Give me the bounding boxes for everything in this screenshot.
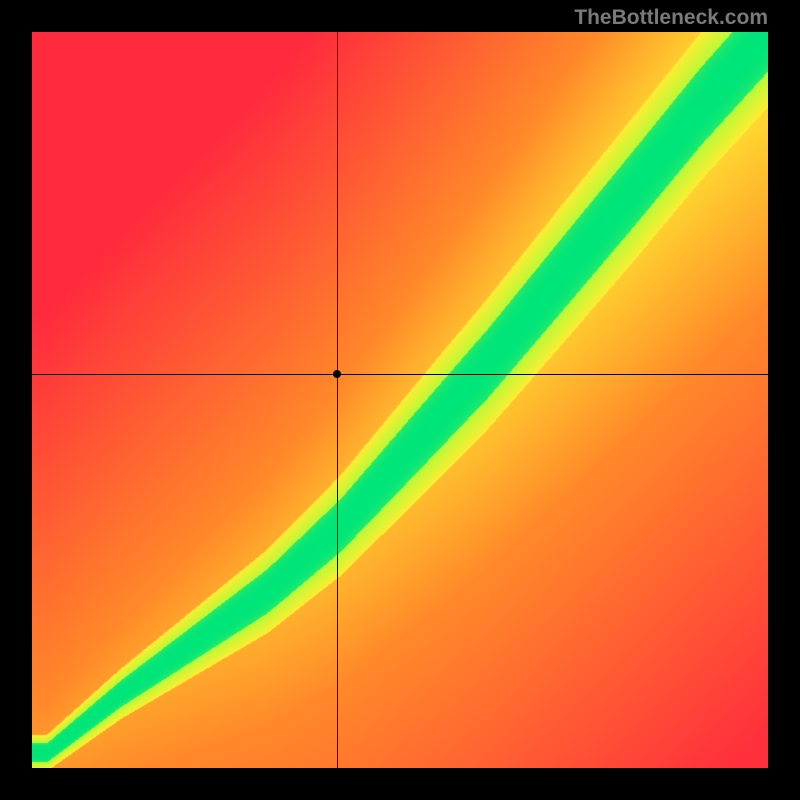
heatmap-canvas	[32, 32, 768, 768]
crosshair-dot	[333, 370, 341, 378]
crosshair-vertical	[337, 32, 338, 768]
watermark-text: TheBottleneck.com	[574, 6, 768, 30]
heatmap-plot	[32, 32, 768, 768]
crosshair-horizontal	[32, 374, 768, 375]
